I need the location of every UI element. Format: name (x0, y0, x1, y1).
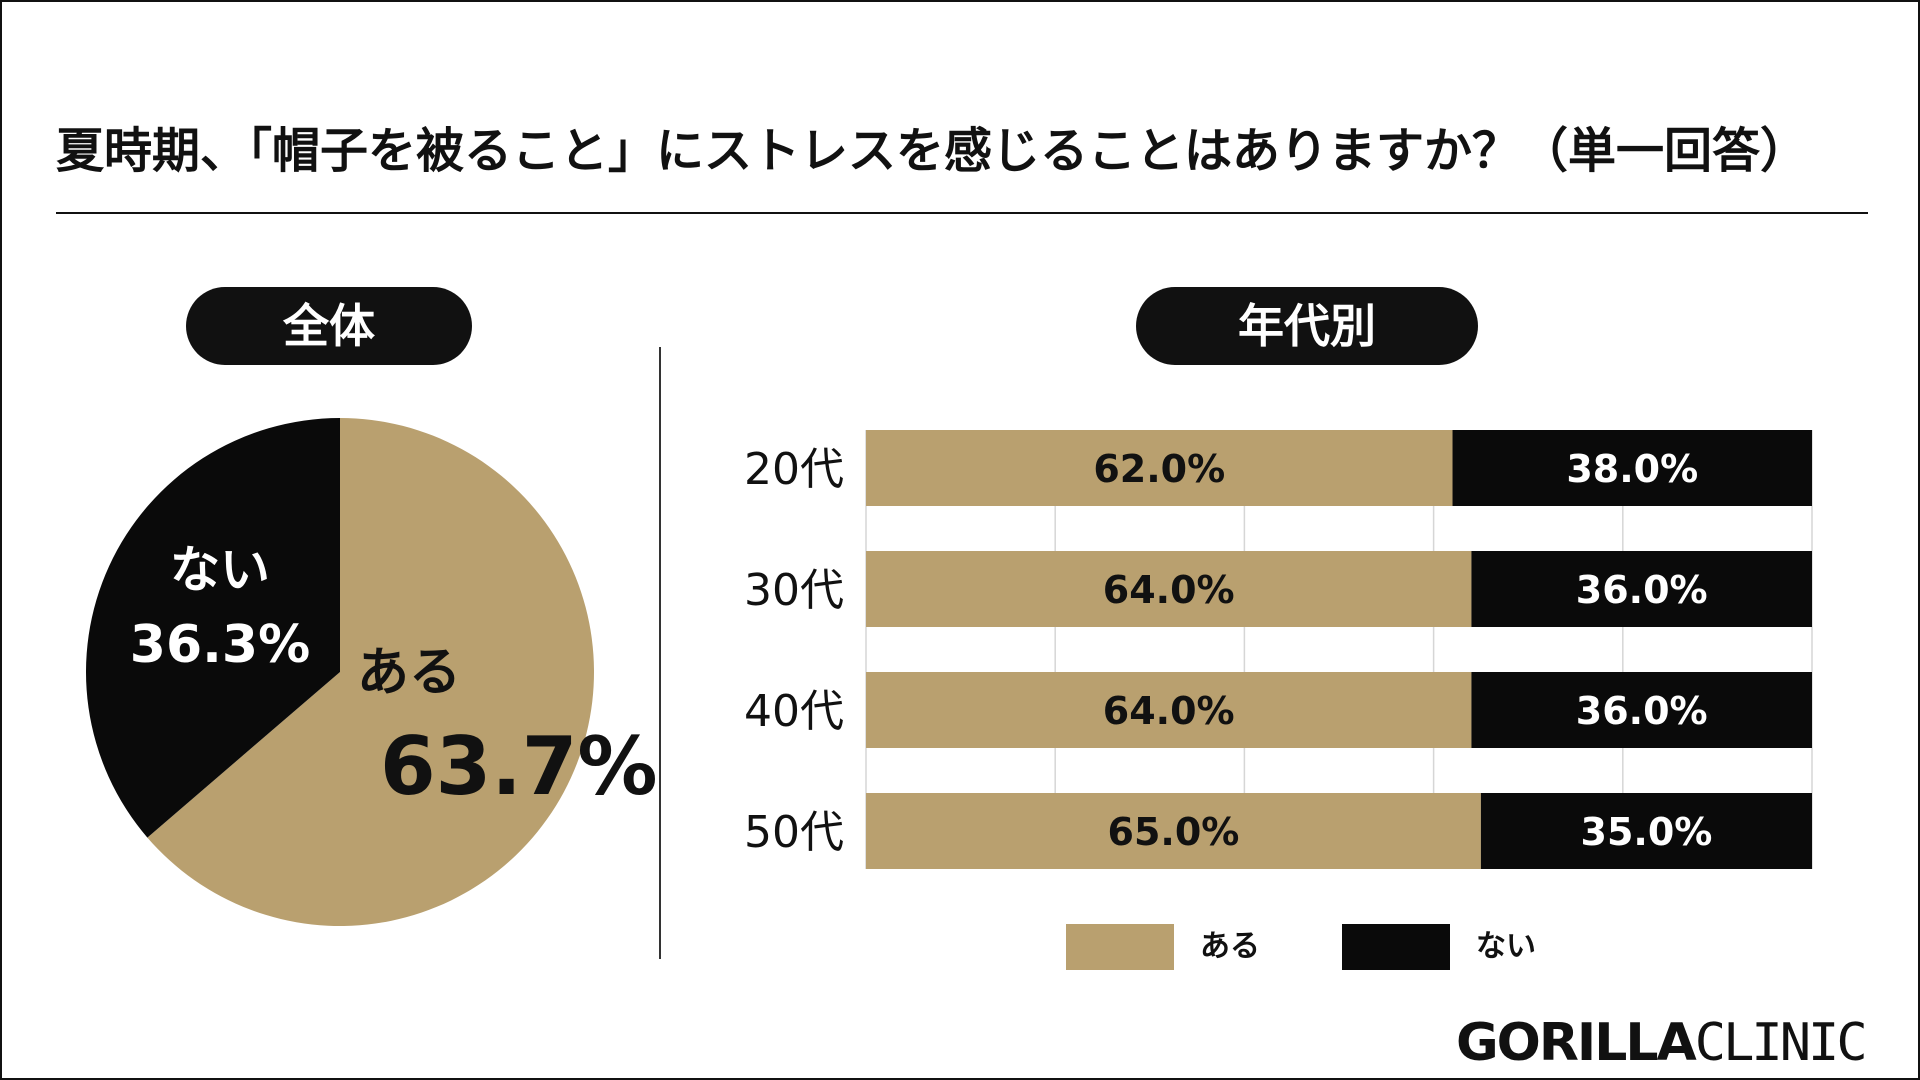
bar-data-label: 35.0% (1581, 810, 1713, 854)
bar-segment-aru (866, 430, 1453, 506)
bar-data-label: 36.0% (1576, 689, 1708, 733)
pie-value-aru: 63.7% (380, 720, 658, 813)
bar-data-label: 38.0% (1566, 447, 1698, 491)
pie-value-nai: 36.3% (130, 615, 310, 675)
title-underline (56, 212, 1868, 214)
category-label: 20代 (744, 444, 844, 495)
bar-data-label: 65.0% (1108, 810, 1240, 854)
section-divider (659, 347, 661, 959)
legend-swatch-nai (1342, 924, 1450, 970)
stacked-bar-chart: 62.0% 38.0% 20代 64.0% 36.0% 30代 64.0% 36.0% 40代 6… (744, 430, 1813, 869)
bar-segment-nai (1452, 430, 1812, 506)
age-group-heading-pill: 年代別 (1136, 287, 1478, 365)
bar-data-label: 36.0% (1576, 568, 1708, 612)
category-label: 50代 (744, 807, 844, 858)
bar-data-label: 64.0% (1103, 568, 1235, 612)
bar-segment-aru (866, 551, 1472, 627)
bar-data-label: 62.0% (1093, 447, 1225, 491)
bar-data-label: 64.0% (1103, 689, 1235, 733)
legend-swatch-aru (1066, 924, 1174, 970)
brand-logo: GORILLACLINIC (1456, 1014, 1908, 1072)
pie-label-nai: ない (170, 541, 270, 599)
pie-label-aru: ある (357, 643, 461, 703)
pie-chart: ある 63.7% ない 36.3% (85, 418, 658, 926)
overall-heading-pill: 全体 (186, 287, 472, 365)
brand-logo-part1: GORILLA (1456, 1013, 1697, 1073)
pie-slice-aru (147, 418, 594, 926)
bar-segment-nai (1480, 793, 1812, 869)
bar-segment-aru (866, 672, 1472, 748)
category-label: 40代 (744, 686, 844, 737)
pie-slice-nai (85, 418, 340, 838)
legend-label-nai: ない (1476, 929, 1536, 964)
bar-segment-aru (866, 793, 1481, 869)
bar-segment-nai (1471, 551, 1812, 627)
bar-segment-nai (1471, 672, 1812, 748)
legend-label-aru: ある (1200, 929, 1260, 964)
brand-logo-part2: CLINIC (1694, 1013, 1868, 1073)
category-label: 30代 (744, 565, 844, 616)
chart-title: 夏時期、「帽子を被ること」にストレスを感じることはありますか？（単一回答） (56, 123, 1809, 179)
